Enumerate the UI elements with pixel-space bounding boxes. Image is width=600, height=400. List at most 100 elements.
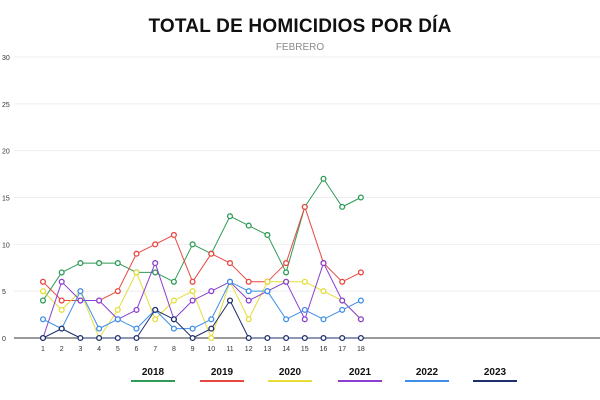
- data-point: [189, 334, 196, 342]
- x-tick-label: 9: [191, 346, 195, 353]
- data-point: [226, 213, 234, 220]
- legend-item-2022[interactable]: 2022: [405, 367, 449, 382]
- data-point: [357, 334, 364, 342]
- data-point: [208, 316, 215, 323]
- legend-label: 2023: [483, 367, 507, 378]
- x-tick-label: 17: [338, 346, 346, 353]
- x-tick-label: 4: [97, 346, 101, 353]
- data-point: [301, 334, 308, 342]
- series-2018: [39, 175, 364, 304]
- legend-item-2021[interactable]: 2021: [338, 367, 382, 382]
- data-point: [77, 334, 84, 342]
- series-line: [42, 178, 362, 301]
- data-point: [133, 325, 140, 332]
- data-point: [77, 288, 84, 295]
- chart-legend: 2018 2019 2020 2021 2022 2023: [0, 367, 600, 391]
- data-point: [301, 203, 308, 210]
- data-point: [58, 278, 65, 285]
- x-tick-label: 3: [78, 346, 82, 353]
- data-point: [283, 278, 290, 285]
- y-tick-label: 5: [2, 289, 6, 296]
- data-point: [245, 334, 252, 342]
- data-point: [58, 325, 65, 332]
- data-point: [357, 297, 364, 304]
- data-point: [245, 222, 252, 229]
- series-line: [42, 262, 362, 339]
- data-point: [208, 334, 215, 342]
- data-point: [39, 288, 47, 295]
- legend-swatch: [473, 380, 517, 382]
- chart-subtitle: FEBRERO: [275, 42, 325, 53]
- data-point: [96, 334, 103, 342]
- data-point: [152, 306, 159, 313]
- legend-item-2019[interactable]: 2019: [200, 367, 244, 382]
- series-line: [42, 281, 362, 330]
- y-tick-label: 20: [2, 149, 10, 156]
- legend-swatch: [338, 380, 382, 382]
- data-point: [152, 316, 159, 323]
- data-point: [245, 288, 252, 295]
- data-point: [133, 269, 140, 276]
- data-point: [77, 297, 84, 304]
- data-point: [357, 269, 364, 276]
- data-point: [114, 334, 121, 342]
- data-point: [189, 241, 196, 248]
- x-tick-label: 8: [172, 346, 176, 353]
- data-point: [264, 278, 271, 285]
- data-point: [170, 231, 177, 239]
- data-point: [114, 306, 121, 313]
- data-point: [133, 334, 140, 342]
- data-point: [39, 278, 47, 285]
- data-point: [170, 325, 177, 332]
- data-point: [264, 288, 271, 295]
- data-point: [39, 334, 47, 342]
- x-tick-label: 11: [226, 346, 233, 353]
- y-tick-label: 0: [2, 336, 6, 343]
- x-tick-label: 5: [116, 346, 120, 353]
- data-point: [245, 316, 252, 323]
- x-tick-label: 16: [320, 346, 328, 353]
- data-point: [39, 297, 47, 304]
- legend-swatch: [131, 380, 175, 382]
- legend-swatch: [405, 380, 449, 382]
- legend-label: 2019: [210, 367, 234, 378]
- x-tick-label: 13: [264, 346, 272, 353]
- data-point: [301, 316, 308, 323]
- data-point: [170, 316, 177, 323]
- legend-item-2018[interactable]: 2018: [131, 367, 175, 382]
- data-point: [114, 316, 121, 323]
- legend-item-2020[interactable]: 2020: [268, 367, 312, 382]
- data-point: [320, 316, 327, 323]
- data-point: [301, 306, 308, 313]
- legend-swatch: [268, 380, 312, 382]
- data-point: [226, 260, 234, 267]
- x-tick-label: 14: [282, 346, 290, 353]
- data-point: [114, 288, 121, 295]
- x-tick-label: 2: [60, 346, 64, 353]
- y-tick-label: 10: [2, 242, 10, 249]
- data-point: [114, 260, 121, 267]
- data-point: [133, 250, 140, 257]
- y-tick-label: 25: [2, 102, 10, 109]
- data-point: [170, 297, 177, 304]
- data-point: [357, 194, 364, 201]
- data-point: [152, 269, 159, 276]
- data-point: [339, 203, 346, 210]
- x-tick-label: 10: [207, 346, 215, 353]
- data-point: [320, 175, 327, 182]
- data-point: [208, 325, 215, 332]
- data-point: [339, 306, 346, 313]
- y-tick-label: 30: [2, 55, 10, 62]
- data-point: [245, 297, 252, 304]
- data-point: [77, 260, 84, 267]
- y-tick-label: 15: [2, 196, 10, 203]
- data-point: [245, 278, 252, 285]
- data-point: [283, 316, 290, 323]
- data-point: [283, 269, 290, 276]
- grid-lines: [14, 56, 600, 292]
- data-point: [189, 288, 196, 295]
- data-point: [283, 334, 290, 342]
- legend-item-2023[interactable]: 2023: [473, 367, 517, 382]
- x-tick-label: 6: [135, 346, 139, 353]
